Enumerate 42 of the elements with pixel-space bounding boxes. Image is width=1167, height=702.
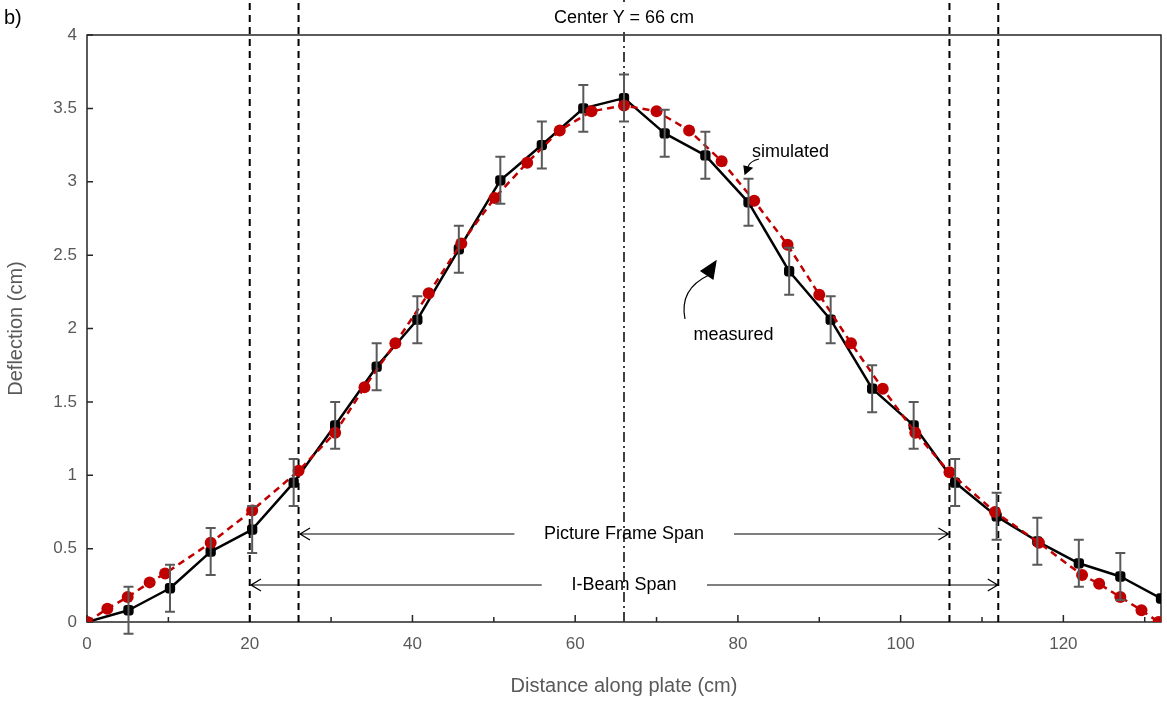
x-tick-label: 20 xyxy=(240,633,260,653)
y-tick-label: 3.5 xyxy=(53,98,77,118)
point xyxy=(845,337,858,350)
point xyxy=(553,124,566,137)
annotation: I-Beam Span xyxy=(571,574,677,595)
x-tick-label: 120 xyxy=(1049,633,1078,653)
y-tick-label: 2.5 xyxy=(53,244,77,264)
y-tick-label: 0.5 xyxy=(53,538,77,558)
x-tick-label: 0 xyxy=(82,633,92,653)
point xyxy=(650,105,663,118)
point xyxy=(1135,604,1148,617)
point xyxy=(813,288,826,301)
point xyxy=(521,156,534,169)
y-tick-label: 1.5 xyxy=(53,391,77,411)
x-tick-label: 80 xyxy=(728,633,748,653)
annotation: Picture Frame Span xyxy=(543,522,705,543)
y-tick-label: 4 xyxy=(67,24,77,44)
point xyxy=(943,466,956,479)
chart-title: b) xyxy=(4,5,22,28)
y-tick-label: 1 xyxy=(67,464,77,484)
point xyxy=(748,194,761,207)
y-tick-label: 0 xyxy=(67,611,77,631)
point xyxy=(1093,577,1106,590)
y-axis-title: Deflection (cm) xyxy=(3,261,26,396)
y-tick-label: 2 xyxy=(67,318,77,338)
point xyxy=(715,155,728,168)
x-tick-label: 60 xyxy=(565,633,585,653)
text: measured xyxy=(693,323,774,344)
point xyxy=(585,105,598,118)
point xyxy=(876,382,889,395)
y-tick-label: 3 xyxy=(67,171,77,191)
x-tick-label: 40 xyxy=(402,633,422,653)
ref-line-label: Center Y = 66 cm xyxy=(554,6,694,27)
point xyxy=(389,337,402,350)
point xyxy=(358,381,371,394)
point xyxy=(683,124,696,137)
point xyxy=(101,602,114,615)
point xyxy=(422,287,435,300)
series-label: simulated xyxy=(751,141,829,162)
x-axis-title: Distance along plate (cm) xyxy=(510,673,738,696)
point xyxy=(143,576,156,589)
x-tick-label: 100 xyxy=(886,633,915,653)
